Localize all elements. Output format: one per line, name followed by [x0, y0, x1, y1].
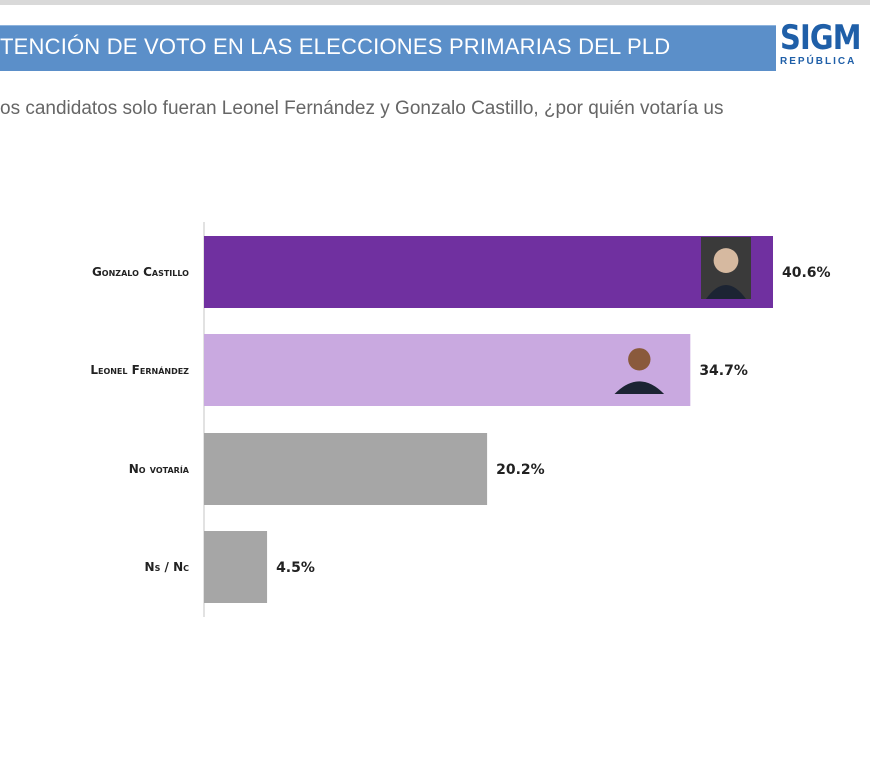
top-divider	[0, 0, 870, 5]
bar	[204, 433, 488, 505]
category-label: No votaría	[129, 462, 190, 476]
category-label: Gonzalo Castillo	[92, 265, 189, 279]
sigma-logo: SIGM REPÚBLICA	[780, 20, 870, 67]
title-banner	[0, 25, 776, 71]
bar	[204, 236, 773, 308]
candidate-suit	[614, 381, 665, 394]
question-subtitle: os candidatos solo fueran Leonel Fernánd…	[0, 98, 724, 119]
bar	[204, 531, 268, 603]
data-label: 40.6%	[782, 265, 831, 281]
candidate-suit	[706, 285, 746, 299]
candidate-face	[628, 348, 651, 371]
page-title: TENCIÓN DE VOTO EN LAS ELECCIONES PRIMAR…	[0, 34, 671, 59]
category-label: Ns / Nc	[145, 560, 190, 574]
logo-subtext: REPÚBLICA	[780, 56, 857, 67]
logo-text: SIGM	[780, 18, 862, 58]
data-label: 20.2%	[496, 462, 545, 478]
category-label: Leonel Fernández	[90, 363, 189, 377]
data-label: 4.5%	[276, 560, 315, 576]
data-label: 34.7%	[699, 363, 748, 379]
candidate-face	[713, 248, 739, 273]
